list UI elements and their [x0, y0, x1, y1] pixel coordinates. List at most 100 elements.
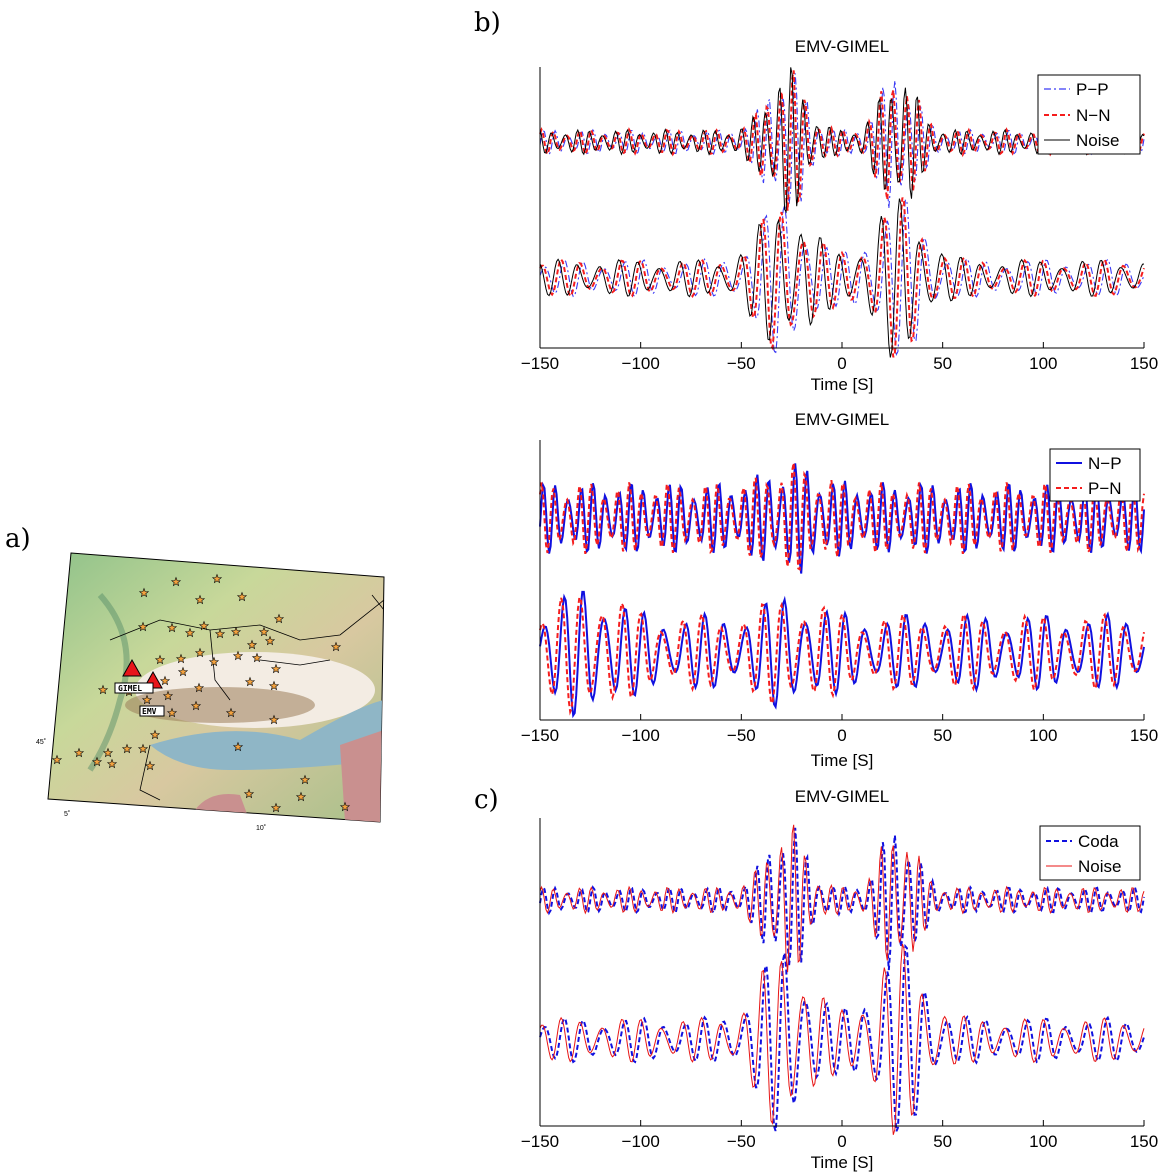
country-region — [340, 730, 384, 822]
event-star-icon — [170, 576, 182, 587]
chart-title: EMV-GIMEL — [795, 37, 889, 56]
x-tick-label: 100 — [1029, 354, 1057, 373]
legend-label-coda: Coda — [1078, 832, 1119, 851]
x-ticks: −150 −100 −50 0 50 100 150 — [521, 1120, 1158, 1151]
event-star-icon — [138, 587, 150, 598]
event-star-icon — [106, 758, 118, 769]
panel-label-a: a) — [5, 524, 31, 554]
event-star-icon — [244, 676, 256, 687]
x-tick-label: −50 — [727, 726, 756, 745]
series-trace-lower — [539, 197, 1145, 358]
x-tick-label: −150 — [521, 1132, 559, 1151]
series-trace-lower — [539, 596, 1145, 716]
event-star-icon — [194, 647, 206, 658]
event-star-icon — [270, 663, 282, 674]
series-trace-lower — [539, 943, 1145, 1132]
event-star-icon — [246, 639, 258, 650]
event-star-icon — [175, 653, 187, 664]
x-tick-label: 150 — [1130, 1132, 1158, 1151]
chart-title: EMV-GIMEL — [795, 787, 889, 806]
legend: Coda Noise — [1039, 825, 1141, 881]
x-tick-label: −150 — [521, 354, 559, 373]
station-gimel-label: GIMEL — [118, 684, 142, 693]
x-tick-label: −100 — [622, 726, 660, 745]
event-star-icon — [268, 714, 280, 725]
event-star-icon — [51, 754, 63, 765]
event-star-icon — [214, 628, 226, 639]
event-star-icon — [137, 743, 149, 754]
x-tick-label: 0 — [837, 354, 846, 373]
x-tick-label: 0 — [837, 726, 846, 745]
legend: N−P P−N — [1049, 448, 1141, 502]
event-star-icon — [330, 641, 342, 652]
map-lat-tick: 45˚ — [36, 738, 46, 746]
map-lon-tick-5: 5˚ — [64, 810, 70, 818]
border-line — [209, 629, 231, 701]
x-ticks: −150 −100 −50 0 50 100 150 — [521, 714, 1158, 745]
event-star-icon — [273, 613, 285, 624]
panel-label-b: b) — [474, 8, 501, 38]
border-line — [259, 659, 331, 666]
event-star-icon — [91, 756, 103, 767]
event-star-icon — [243, 788, 255, 799]
event-star-icon — [137, 621, 149, 632]
event-star-icon — [166, 622, 178, 633]
x-tick-label: −50 — [727, 354, 756, 373]
legend-label-nn: N−N — [1076, 106, 1110, 125]
event-star-icon — [258, 626, 270, 637]
legend-label-np: N−P — [1088, 454, 1122, 473]
event-star-icon — [177, 666, 189, 677]
series-trace-upper — [539, 827, 1145, 971]
border-line — [371, 594, 384, 611]
event-star-icon — [236, 591, 248, 602]
panel-label-c: c) — [474, 785, 499, 815]
legend: P−P N−N Noise — [1037, 74, 1141, 155]
station-gimel-marker — [122, 658, 142, 677]
event-star-icon — [208, 656, 220, 667]
station-emv-label: EMV — [142, 707, 157, 716]
x-axis-label: Time [S] — [811, 375, 874, 394]
event-star-icon — [121, 743, 133, 754]
legend-label-pp: P−P — [1076, 80, 1109, 99]
border-line — [139, 744, 161, 801]
chart-np-pn: EMV-GIMEL −150 −100 −50 0 50 100 150 Time [S] … — [521, 410, 1158, 770]
x-tick-label: 50 — [933, 354, 952, 373]
event-star-icon — [194, 594, 206, 605]
event-star-icon — [339, 801, 351, 812]
x-tick-label: 100 — [1029, 726, 1057, 745]
event-star-icon — [270, 802, 282, 813]
event-star-icon — [141, 694, 153, 705]
chart-pp-nn-noise: EMV-GIMEL −150 −100 −50 0 50 100 150 Time [S] … — [521, 37, 1158, 394]
legend-label-noise: Noise — [1076, 131, 1119, 150]
legend-box — [1039, 825, 1141, 881]
valley-shading — [87, 593, 130, 772]
event-star-icon — [154, 654, 166, 665]
x-tick-label: 100 — [1029, 1132, 1057, 1151]
legend-label-noise: Noise — [1078, 857, 1121, 876]
event-star-icon — [166, 707, 178, 718]
series-trace-lower — [539, 198, 1145, 357]
x-tick-label: 150 — [1130, 726, 1158, 745]
x-tick-label: −150 — [521, 726, 559, 745]
x-tick-label: 50 — [933, 726, 952, 745]
event-star-icon — [232, 650, 244, 661]
legend-box — [1049, 448, 1141, 502]
event-star-icon — [190, 700, 202, 711]
event-star-icon — [102, 747, 114, 758]
event-star-icon — [144, 760, 156, 771]
map-lon-tick-10: 10˚ — [256, 824, 266, 832]
event-star-icon — [198, 620, 210, 631]
event-star-icon — [295, 791, 307, 802]
border-line — [109, 599, 384, 641]
event-star-icon — [193, 682, 205, 693]
event-star-icon — [232, 741, 244, 752]
event-star-icon — [159, 675, 171, 686]
station-emv-label-box — [139, 705, 165, 717]
x-axis-label: Time [S] — [811, 1153, 874, 1172]
series-trace-upper — [539, 824, 1145, 973]
x-ticks: −150 −100 −50 0 50 100 150 — [521, 342, 1158, 373]
event-star-icon — [299, 774, 311, 785]
event-star-icon — [225, 707, 237, 718]
event-star-icon — [268, 680, 280, 691]
